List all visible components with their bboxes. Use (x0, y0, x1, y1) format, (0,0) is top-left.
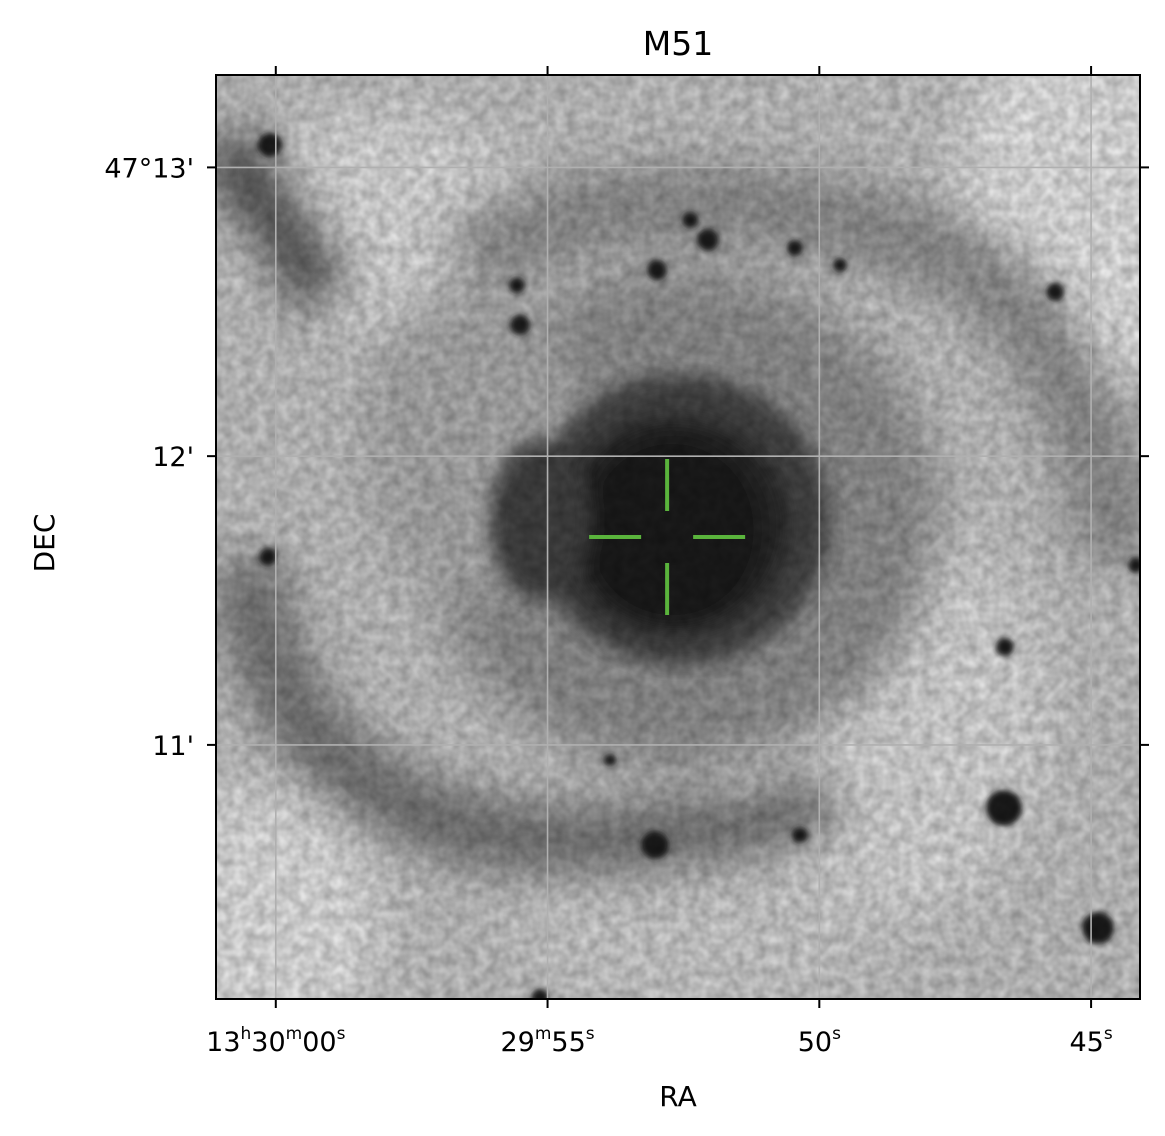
x-tick-unit: h (241, 1024, 252, 1044)
target-crosshair-marker (589, 459, 746, 615)
x-tick-unit: m (286, 1024, 303, 1044)
grid-lines (216, 75, 1140, 999)
x-axis-label: RA (659, 1080, 696, 1113)
x-tick-value: 00 (302, 1027, 336, 1058)
x-tick-value: 50 (798, 1027, 832, 1058)
x-tick-value: 13 (206, 1027, 240, 1058)
x-tick-unit: s (337, 1024, 346, 1044)
x-tick-label: 45s (1069, 1024, 1112, 1058)
x-tick-value: 45 (1069, 1027, 1103, 1058)
y-tick-label: 47°13' (104, 153, 194, 184)
x-tick-label: 13h30m00s (206, 1024, 345, 1058)
y-tick-label: 11' (152, 731, 194, 762)
y-tick-label: 12' (152, 442, 194, 473)
x-tick-value: 29 (500, 1027, 534, 1058)
x-tick-label: 29m55s (500, 1024, 594, 1058)
x-tick-unit: s (1104, 1024, 1113, 1044)
plot-frame (215, 74, 1141, 1000)
chart-title: M51 (643, 24, 713, 63)
y-axis-label: DEC (28, 514, 61, 573)
sky-image (216, 75, 1140, 999)
x-tick-unit: m (535, 1024, 552, 1044)
x-tick-unit: s (586, 1024, 595, 1044)
x-tick-unit: s (832, 1024, 841, 1044)
x-tick-value: 55 (551, 1027, 585, 1058)
x-tick-value: 30 (251, 1027, 285, 1058)
x-tick-label: 50s (798, 1024, 841, 1058)
